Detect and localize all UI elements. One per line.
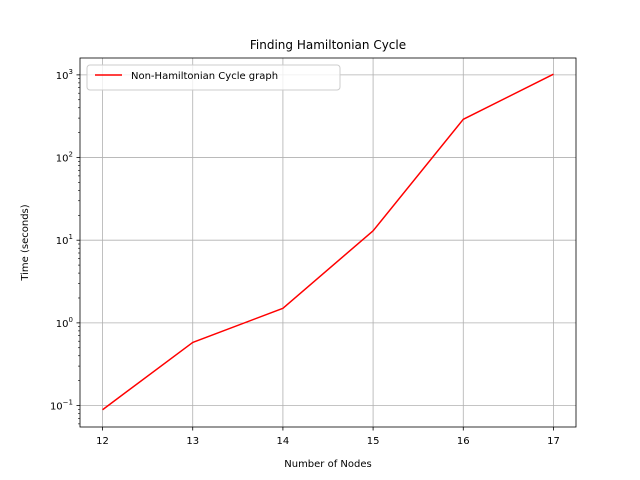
y-axis-label: Time (seconds): [20, 204, 31, 281]
series-layer: [102, 73, 554, 411]
x-tick-label: 16: [457, 436, 470, 447]
x-tick-label: 15: [367, 436, 380, 447]
x-axis-label: Number of Nodes: [284, 459, 371, 470]
x-tick-label: 12: [96, 436, 109, 447]
legend: Non-Hamiltonian Cycle graph: [86, 64, 341, 91]
x-tick-label: 14: [277, 436, 290, 447]
legend-label: Non-Hamiltonian Cycle graph: [131, 71, 278, 82]
x-tick-label: 13: [186, 436, 199, 447]
series-line: [102, 73, 554, 411]
plot-frame: [79, 57, 577, 428]
x-tick-label: 17: [547, 436, 560, 447]
legend-box: [86, 64, 341, 91]
x-axis: 12 13 14 15 16 17: [96, 427, 560, 447]
chart-title: Finding Hamiltonian Cycle: [250, 38, 406, 52]
